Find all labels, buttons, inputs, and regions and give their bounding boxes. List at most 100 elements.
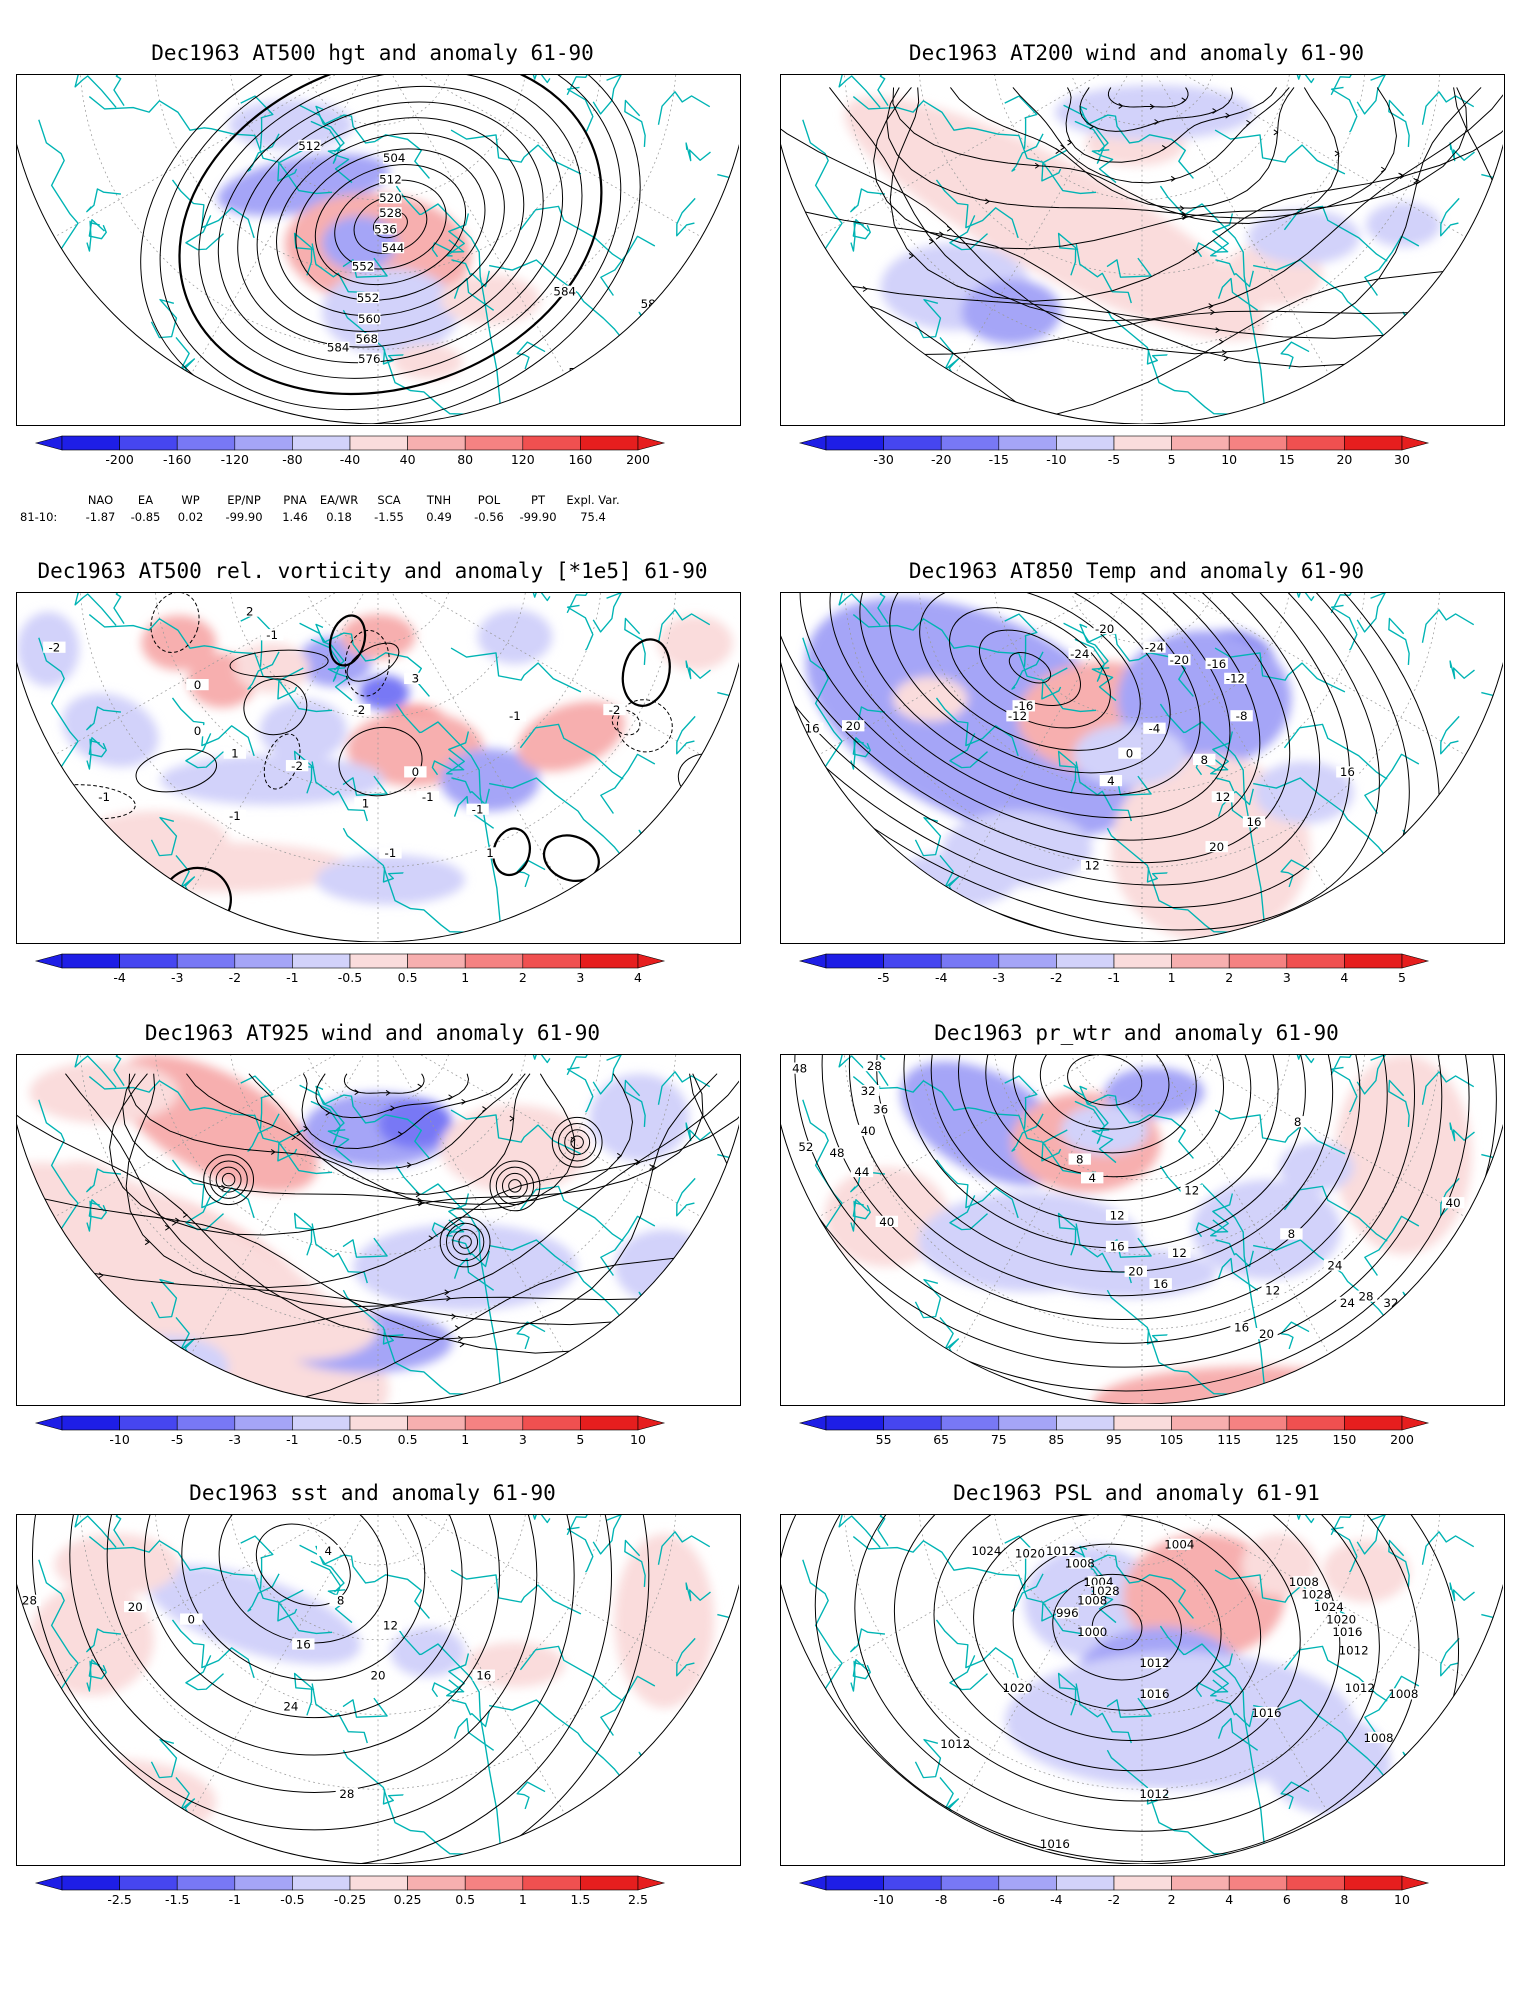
map-frame: 512 504 512 520 528 536 544 552 552 560 568 576 584 5… xyxy=(16,74,741,426)
colorbar-bin xyxy=(176,953,236,969)
contour-label: 36 xyxy=(873,1103,888,1117)
colorbar-tick-label: -1.5 xyxy=(165,1892,189,1907)
colorbar-tick-label: 10 xyxy=(1221,452,1237,467)
colorbar-tick-label: 10 xyxy=(630,1432,646,1447)
contour-label: 20 xyxy=(1128,1265,1143,1279)
index-value: -1.87 xyxy=(85,510,116,524)
colorbar-tick-label: -2 xyxy=(229,970,241,985)
colorbar-tick-label: -2 xyxy=(1108,1892,1120,1907)
contour-label: 12 xyxy=(1215,790,1230,804)
colorbar-tick-label: -6 xyxy=(993,1892,1006,1907)
anomaly-shading xyxy=(217,99,540,380)
contour-label: 0 xyxy=(144,877,152,891)
colorbar-tick-label: -200 xyxy=(105,452,133,467)
colorbar-bin xyxy=(940,1875,1000,1891)
colorbar-tick-label: -4 xyxy=(935,970,948,985)
contour-label: 44 xyxy=(1421,1402,1436,1404)
colorbar-bin xyxy=(349,1875,408,1891)
contour-lines xyxy=(781,1515,1459,1864)
hemisphere-disc xyxy=(781,75,1503,424)
colorbar-bin xyxy=(1113,1415,1172,1431)
colorbar-bin xyxy=(1344,1415,1403,1431)
contour-label: 8 xyxy=(1200,753,1208,767)
contour-label: 528 xyxy=(379,206,402,220)
index-value: 0.49 xyxy=(426,510,452,524)
colorbar-tick-label: -0.25 xyxy=(334,1892,366,1907)
contour-label: 1012 xyxy=(940,1737,970,1751)
contour-label: 552 xyxy=(357,291,380,305)
index-header: EA/WR xyxy=(319,493,359,507)
graticule xyxy=(781,1515,1503,1864)
colorbar-bin xyxy=(176,1875,236,1891)
panel-title: Dec1963 AT500 rel. vorticity and anomaly… xyxy=(37,559,708,583)
contour-label: -2 xyxy=(609,703,621,717)
contour-label: 20 xyxy=(1209,840,1224,854)
contour-label: -12 xyxy=(1008,709,1027,723)
colorbar-bin xyxy=(998,1875,1057,1891)
colorbar-tick-label: -120 xyxy=(221,452,249,467)
colorbar-tick-label: 4 xyxy=(1340,970,1348,985)
colorbar-tick-label: 160 xyxy=(568,452,592,467)
contour-lines xyxy=(781,1055,1497,1404)
contour-lines xyxy=(17,1073,739,1404)
contour-label: 1 xyxy=(362,796,370,810)
colorbar-tick-label: -1 xyxy=(1108,970,1120,985)
panel-title: Dec1963 AT925 wind and anomaly 61-90 xyxy=(144,1021,601,1045)
contour-label: 52 xyxy=(798,1140,813,1154)
colorbar-bin xyxy=(1344,1875,1403,1891)
colorbar-bin xyxy=(119,1875,178,1891)
contour-label: 32 xyxy=(1383,1296,1398,1310)
colorbar-bin xyxy=(464,435,524,451)
contour-label: 4 xyxy=(1107,774,1115,788)
contour-labels: -220-13-2-1-2-101-1-10-21-11-100-10 xyxy=(43,604,626,923)
colorbar-tick-label: 10 xyxy=(1394,1892,1410,1907)
contour-label: -16 xyxy=(1207,657,1226,671)
colorbar-bin xyxy=(825,435,884,451)
contour-lines xyxy=(781,87,1503,424)
colorbar-bin xyxy=(292,953,351,969)
colorbar-bin xyxy=(940,953,1000,969)
contour-label: 16 xyxy=(1153,1277,1168,1291)
colorbar-bin xyxy=(234,1415,293,1431)
contour-label: 20 xyxy=(128,1600,143,1614)
contour-label: 1008 xyxy=(1363,1731,1393,1745)
colorbar-tick-label: 85 xyxy=(1048,1432,1064,1447)
colorbar-bin xyxy=(580,435,639,451)
colorbar-tick-label: -10 xyxy=(873,1892,893,1907)
colorbar: 55 65 75 85 95 105 115 125 150 200 xyxy=(798,1415,1480,1456)
colorbar-tick-label: 5 xyxy=(1168,452,1176,467)
hemisphere-disc: 1024 1020 10121008100410281004100810281024… xyxy=(781,1515,1503,1864)
contour-label: 512 xyxy=(298,139,321,153)
contour-label: 12 xyxy=(1110,1209,1125,1223)
colorbar-tick-label: 2.5 xyxy=(628,1892,648,1907)
contour-labels: 1024 1020 10121008100410281004100810281024… xyxy=(940,1538,1418,1851)
colorbar-arrow-low xyxy=(798,953,827,969)
contour-label: 1008 xyxy=(1077,1594,1107,1608)
contour-label: 32 xyxy=(861,1084,876,1098)
colorbar-tick-label: 5 xyxy=(1398,970,1406,985)
colorbar-tick-label: 0.5 xyxy=(398,970,418,985)
contour-label: 1024 xyxy=(1314,1600,1344,1614)
panel-temp850: Dec1963 AT850 Temp and anomaly 61-90 -20-… xyxy=(764,558,1509,1083)
colorbar: -30 -20 -15 -10 -5 5 10 15 20 30 xyxy=(798,435,1480,476)
contour-label: 24 xyxy=(1327,1258,1342,1272)
anomaly-shading xyxy=(824,1055,1472,1404)
colorbar-tick-label: -0.5 xyxy=(338,1432,362,1447)
index-value: -0.85 xyxy=(130,510,161,524)
colorbar-tick-label: 1 xyxy=(519,1892,527,1907)
index-header: PT xyxy=(531,493,545,507)
colorbar-bin xyxy=(522,435,581,451)
colorbar-bin xyxy=(1056,953,1115,969)
polar-projection-map xyxy=(17,1055,739,1404)
colorbar-bin xyxy=(1171,1415,1230,1431)
colorbar-arrow-high xyxy=(637,953,666,969)
map-frame xyxy=(780,74,1505,426)
colorbar-arrow-high xyxy=(1401,1875,1430,1891)
colorbar-bin xyxy=(580,953,639,969)
colorbar-arrow-high xyxy=(1401,953,1430,969)
contour-label: 1012 xyxy=(1345,1681,1375,1695)
